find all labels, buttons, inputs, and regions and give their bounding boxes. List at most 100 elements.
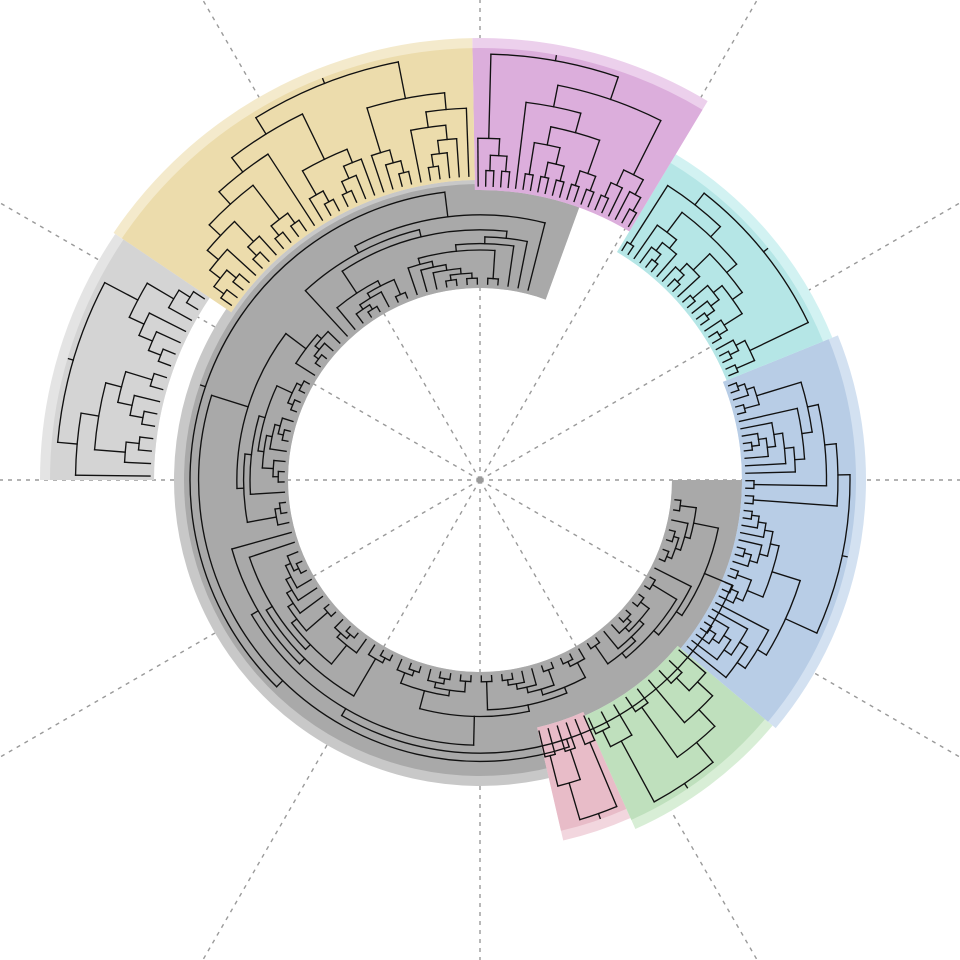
- branch-line: [705, 309, 716, 318]
- branch-line: [722, 357, 733, 364]
- branch-line: [676, 274, 685, 283]
- branch-arc: [706, 625, 713, 634]
- branch-line: [388, 149, 395, 164]
- branch-arc: [533, 141, 561, 149]
- branch-line: [418, 665, 422, 674]
- branch-arc: [117, 370, 127, 404]
- branch-arc: [557, 778, 582, 787]
- branch-line: [449, 274, 452, 282]
- branch-line: [507, 245, 515, 287]
- branch-line: [485, 681, 489, 711]
- branch-line: [727, 382, 738, 387]
- branch-arc: [93, 382, 107, 451]
- branch-arc: [340, 584, 734, 754]
- branch-line: [418, 689, 426, 710]
- branch-line: [629, 184, 669, 246]
- branch-line: [678, 649, 707, 674]
- branch-line: [225, 269, 238, 279]
- branch-line: [757, 437, 767, 441]
- branch-arc: [706, 300, 716, 312]
- branch-arc: [353, 214, 546, 248]
- branch-arc: [418, 707, 531, 718]
- branch-line: [238, 273, 251, 284]
- branch-line: [588, 741, 618, 808]
- branch-line: [731, 291, 744, 301]
- branch-line: [565, 738, 571, 748]
- branch-arc: [734, 364, 739, 373]
- branch-line: [248, 541, 296, 559]
- branch-arc: [137, 436, 141, 451]
- branch-line: [725, 364, 736, 370]
- branch-line: [323, 203, 332, 217]
- branch-line: [252, 258, 264, 270]
- branch-line: [650, 263, 659, 273]
- branch-arc: [420, 263, 447, 272]
- branch-line: [671, 519, 689, 525]
- branch-line: [393, 278, 402, 296]
- branch-line: [639, 246, 653, 264]
- branch-arc: [771, 421, 777, 448]
- branch-line: [323, 342, 334, 352]
- branch-line: [732, 560, 749, 568]
- branch-line: [823, 443, 837, 446]
- branch-line: [283, 429, 291, 433]
- branch-line: [753, 483, 828, 487]
- branch-line: [743, 403, 760, 410]
- branch-line: [367, 644, 376, 656]
- branch-arc: [208, 184, 254, 226]
- root-stub: [67, 357, 75, 361]
- branch-line: [286, 551, 299, 557]
- branch-arc: [678, 499, 682, 512]
- branch-arc: [501, 170, 511, 173]
- branch-line: [358, 303, 364, 311]
- branch-line: [289, 225, 300, 238]
- branch-line: [738, 539, 763, 546]
- branch-line: [449, 673, 452, 681]
- branch-arc: [342, 158, 363, 168]
- branch-line: [668, 238, 678, 250]
- branch-line: [722, 634, 732, 641]
- branch-line: [123, 461, 152, 465]
- branch-arc: [609, 734, 633, 748]
- branch-line: [352, 657, 377, 697]
- branch-line: [620, 740, 656, 803]
- branch-arc: [501, 678, 514, 682]
- branch-line: [751, 444, 761, 447]
- branch-arc: [524, 173, 534, 176]
- branch-arc: [274, 508, 279, 526]
- branch-line: [376, 305, 381, 313]
- branch-line: [543, 161, 549, 179]
- branch-arc: [706, 284, 720, 301]
- branch-line: [265, 605, 274, 612]
- branch-line: [208, 223, 222, 237]
- branch-line: [504, 155, 508, 173]
- clade-bands: [40, 38, 866, 841]
- branch-line: [384, 164, 394, 190]
- branch-line: [743, 509, 753, 513]
- branch-line: [281, 231, 292, 244]
- branch-line: [586, 139, 601, 175]
- branch-line: [755, 381, 802, 397]
- branch-arc: [285, 578, 300, 602]
- branch-line: [210, 394, 249, 408]
- branch-line: [230, 156, 244, 173]
- branch-line: [125, 441, 140, 445]
- branch-line: [506, 679, 510, 686]
- branch-line: [638, 619, 645, 625]
- branch-line: [549, 754, 559, 787]
- branch-line: [399, 159, 405, 174]
- branch-line: [595, 637, 601, 644]
- root-stub: [762, 247, 769, 253]
- branch-line: [573, 185, 580, 203]
- branch-line: [442, 677, 446, 685]
- branch-arc: [231, 548, 301, 665]
- branch-arc: [742, 403, 747, 414]
- branch-line: [208, 269, 222, 280]
- branch-line: [773, 432, 784, 436]
- branch-line: [771, 570, 802, 582]
- branch-line: [277, 432, 285, 436]
- branch-line: [355, 174, 367, 200]
- branch-line: [407, 170, 413, 185]
- branch-line: [724, 581, 734, 587]
- branch-line: [632, 119, 662, 176]
